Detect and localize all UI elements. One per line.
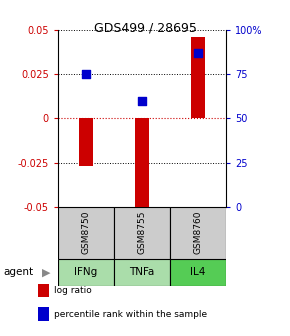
Text: agent: agent [3, 267, 33, 277]
Bar [114, 207, 170, 259]
Bar [114, 259, 170, 286]
Text: TNFa: TNFa [129, 267, 155, 277]
Text: IL4: IL4 [191, 267, 206, 277]
Bar [135, 119, 149, 228]
Text: GSM8760: GSM8760 [194, 211, 203, 254]
Bar [79, 119, 93, 166]
Text: GSM8750: GSM8750 [81, 211, 90, 254]
Bar [58, 207, 114, 259]
Text: GDS499 / 28695: GDS499 / 28695 [94, 22, 196, 35]
Point [140, 98, 144, 103]
Bar [58, 259, 114, 286]
Text: IFNg: IFNg [75, 267, 98, 277]
Text: log ratio: log ratio [54, 286, 91, 295]
Text: GSM8755: GSM8755 [137, 211, 147, 254]
Point [196, 50, 200, 56]
Text: percentile rank within the sample: percentile rank within the sample [54, 310, 207, 319]
Text: ▶: ▶ [42, 267, 50, 277]
Bar [170, 259, 226, 286]
Bar [191, 37, 205, 119]
Point [84, 72, 88, 77]
Bar [170, 207, 226, 259]
